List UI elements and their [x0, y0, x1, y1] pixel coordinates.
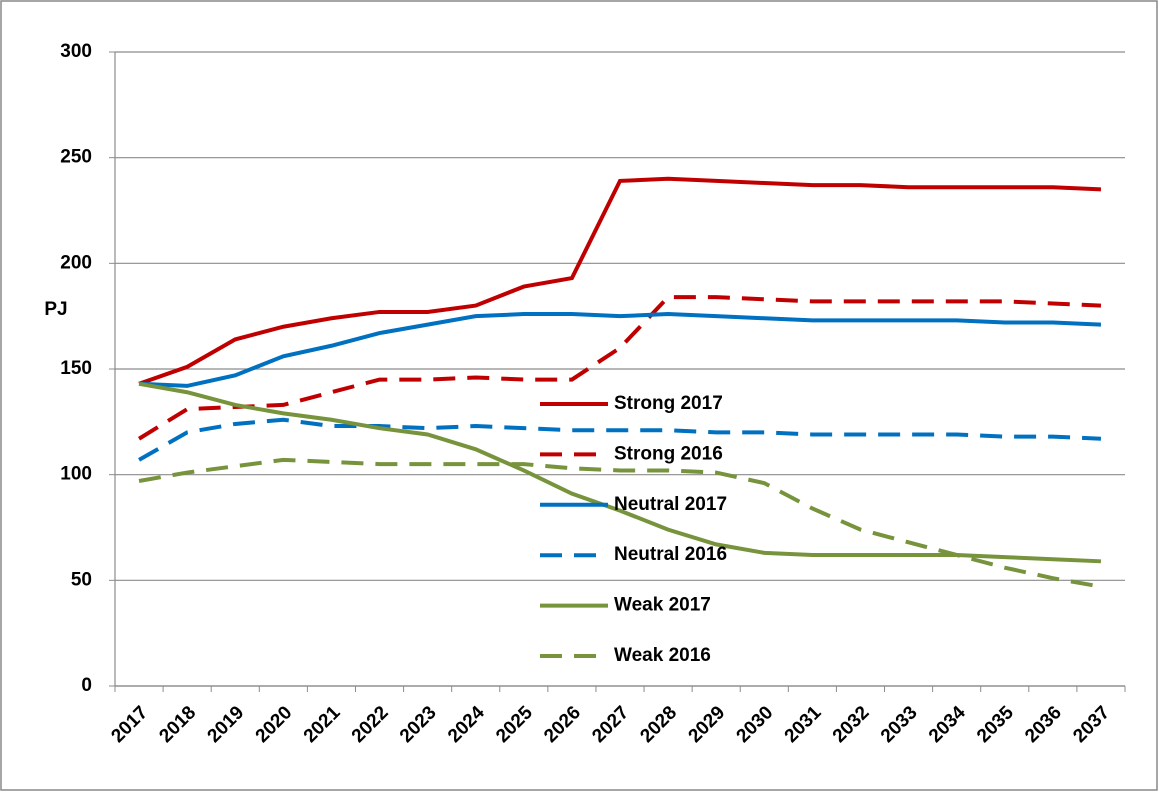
legend-label: Weak 2017: [614, 595, 711, 616]
y-tick-label: 50: [71, 569, 92, 590]
legend-label: Neutral 2017: [614, 494, 727, 515]
y-tick-label: 250: [60, 147, 92, 168]
legend-label: Neutral 2016: [614, 544, 727, 565]
legend-label: Weak 2016: [614, 645, 711, 666]
series-line: [138, 417, 1102, 462]
y-tick-label: 300: [60, 41, 92, 62]
y-tick-label: 150: [60, 358, 92, 379]
y-tick-label: 200: [60, 252, 92, 273]
series-line: [138, 176, 1102, 386]
series-line: [138, 312, 1102, 388]
y-axis-label: PJ: [44, 299, 67, 320]
series-line: [138, 457, 1102, 589]
legend-label: Strong 2016: [614, 443, 723, 464]
y-tick-label: 0: [81, 675, 92, 696]
legend-label: Strong 2017: [614, 393, 723, 414]
series-line: [138, 381, 1102, 564]
y-tick-label: 100: [60, 464, 92, 485]
